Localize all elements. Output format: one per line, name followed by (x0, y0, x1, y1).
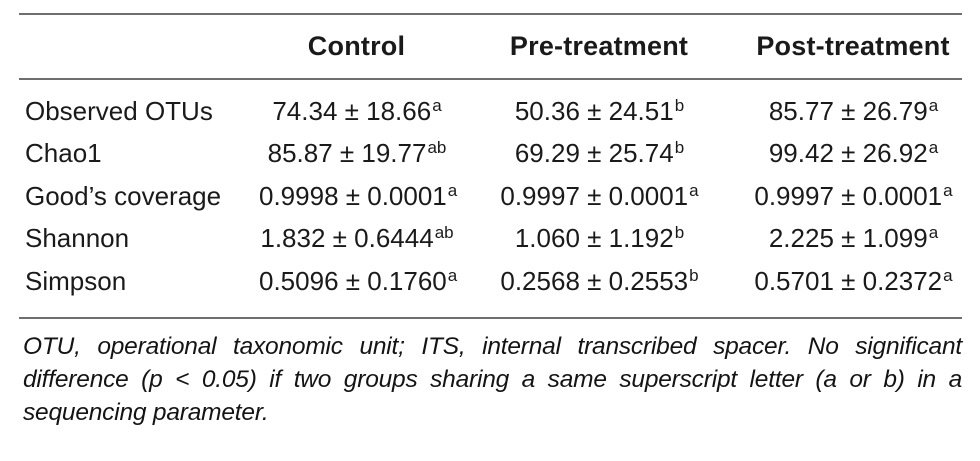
cell-post-treatment: 0.5701 ± 0.2372a (744, 266, 962, 297)
significance-superscript: b (674, 95, 685, 115)
cell-value: 0.5096 ± 0.1760 (259, 265, 447, 296)
table-row-simpson: Simpson 0.5096 ± 0.1760a 0.2568 ± 0.2553… (19, 260, 962, 303)
table-row-shannon: Shannon 1.832 ± 0.6444ab 1.060 ± 1.192b … (19, 218, 962, 261)
cell-value: 50.36 ± 24.51 (514, 95, 674, 126)
cell-pre-treatment: 0.2568 ± 0.2553b (454, 266, 744, 297)
significance-superscript: a (928, 95, 939, 115)
table-footnote: OTU, operational taxonomic unit; ITS, in… (23, 332, 962, 426)
column-header-pre-treatment: Pre-treatment (509, 31, 689, 61)
significance-superscript: a (943, 265, 953, 285)
cell-value: 0.2568 ± 0.2553 (500, 265, 689, 296)
cell-pre-treatment: 0.9997 ± 0.0001a (454, 181, 744, 212)
cell-value: 85.77 ± 26.79 (768, 95, 928, 126)
footnote-divider-rule (19, 316, 962, 319)
cell-value: 2.225 ± 1.099 (768, 223, 928, 254)
cell-pre-treatment: 1.060 ± 1.192b (454, 223, 744, 254)
row-label: Chao1 (25, 138, 102, 169)
cell-value: 0.9997 ± 0.0001 (500, 180, 689, 211)
cell-control: 0.5096 ± 0.1760a (259, 265, 458, 297)
significance-superscript: b (689, 265, 699, 285)
significance-superscript: b (674, 138, 685, 158)
significance-superscript: a (447, 265, 458, 285)
cell-pre-treatment: 69.29 ± 25.74b (454, 138, 744, 169)
cell-control: 85.87 ± 19.77ab (259, 138, 454, 169)
row-label: Observed OTUs (25, 95, 213, 126)
cell-value: 0.5701 ± 0.2372 (754, 265, 943, 296)
significance-superscript: a (432, 95, 442, 115)
table-top-rule (19, 13, 962, 15)
table-header-row: Control Pre-treatment Post-treatment (19, 15, 962, 78)
cell-value: 1.060 ± 1.192 (514, 223, 674, 254)
table-row-goods-coverage: Good’s coverage 0.9998 ± 0.0001a 0.9997 … (19, 175, 962, 218)
significance-superscript: a (943, 180, 953, 200)
significance-superscript: a (447, 180, 458, 200)
diversity-table-figure: Control Pre-treatment Post-treatment Obs… (19, 13, 962, 429)
significance-superscript: ab (434, 223, 454, 243)
cell-control: 74.34 ± 18.66a (259, 96, 454, 127)
column-header-control: Control (307, 31, 406, 61)
table-row-chao1: Chao1 85.87 ± 19.77ab 69.29 ± 25.74b 99.… (19, 133, 962, 176)
cell-post-treatment: 2.225 ± 1.099a (744, 223, 962, 254)
row-label: Shannon (25, 223, 130, 254)
cell-post-treatment: 85.77 ± 26.79a (744, 96, 962, 127)
column-header-post-treatment: Post-treatment (756, 31, 950, 61)
cell-post-treatment: 0.9997 ± 0.0001a (744, 181, 962, 212)
row-label: Good’s coverage (25, 180, 222, 211)
significance-superscript: a (928, 138, 939, 158)
cell-value: 99.42 ± 26.92 (768, 138, 928, 169)
row-label: Simpson (25, 265, 127, 296)
significance-superscript: a (928, 223, 939, 243)
table-body: Observed OTUs 74.34 ± 18.66a 50.36 ± 24.… (19, 80, 962, 317)
cell-value: 85.87 ± 19.77 (267, 138, 427, 169)
significance-superscript: b (674, 223, 685, 243)
cell-value: 0.9998 ± 0.0001 (259, 180, 447, 211)
cell-control: 0.9998 ± 0.0001a (259, 180, 458, 212)
table-row-observed-otus: Observed OTUs 74.34 ± 18.66a 50.36 ± 24.… (19, 90, 962, 133)
cell-value: 1.832 ± 0.6444 (260, 223, 434, 254)
cell-control: 1.832 ± 0.6444ab (259, 223, 454, 254)
cell-value: 69.29 ± 25.74 (514, 138, 674, 169)
significance-superscript: ab (427, 138, 447, 158)
cell-post-treatment: 99.42 ± 26.92a (744, 138, 962, 169)
significance-superscript: a (689, 180, 699, 200)
cell-value: 0.9997 ± 0.0001 (754, 180, 943, 211)
header-divider-rule (19, 78, 962, 80)
cell-value: 74.34 ± 18.66 (272, 95, 432, 126)
cell-pre-treatment: 50.36 ± 24.51b (454, 96, 744, 127)
